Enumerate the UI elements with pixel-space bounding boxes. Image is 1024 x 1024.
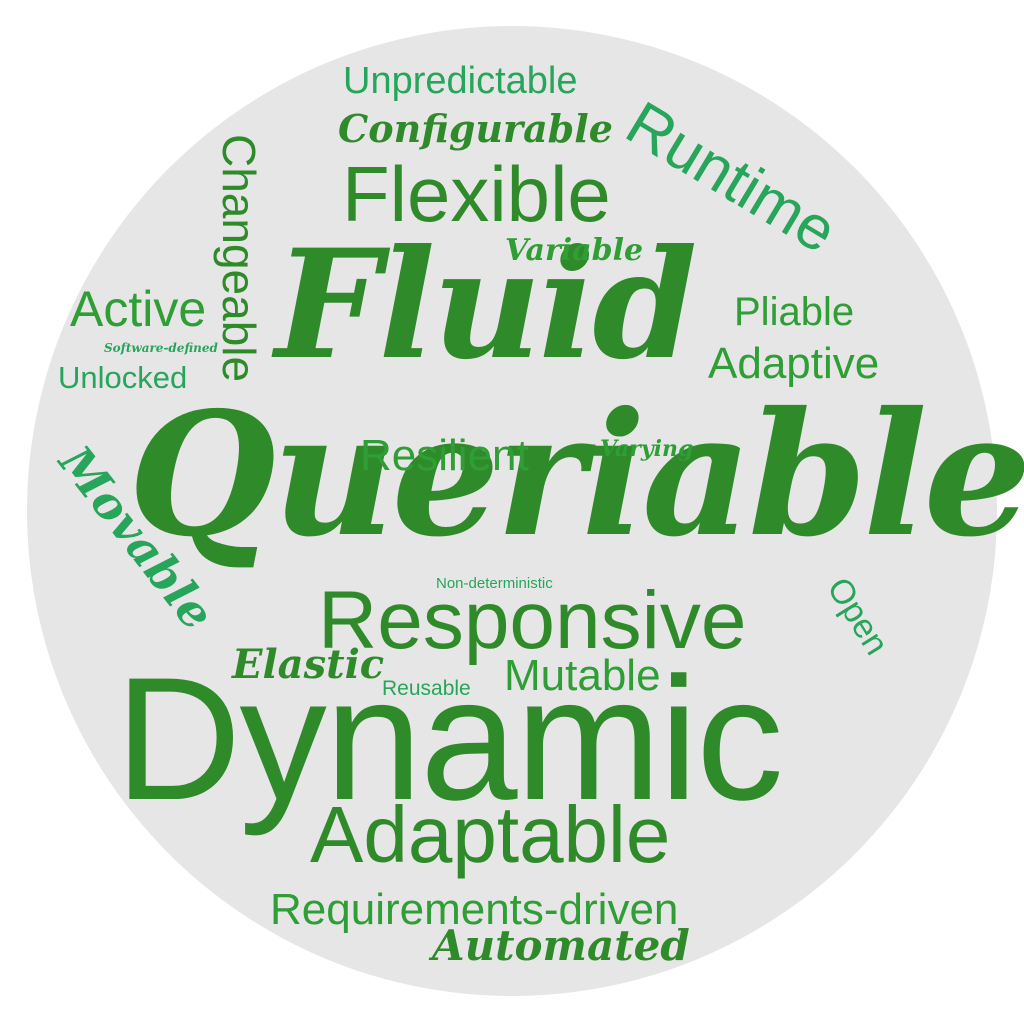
word-pliable: Pliable — [734, 290, 855, 334]
word-flexible: Flexible — [342, 150, 611, 238]
word-resilient: Resilient — [360, 431, 529, 480]
word-non-deterministic: Non-deterministic — [436, 575, 553, 592]
word-unlocked: Unlocked — [58, 360, 188, 395]
word-responsive: Responsive — [318, 575, 747, 666]
word-automated: Automated — [432, 921, 690, 970]
word-varying: Varying — [600, 436, 694, 462]
word-variable: Variable — [505, 233, 644, 268]
word-requirements-driven: Requirements-driven — [270, 885, 679, 934]
cloud-circle-background — [27, 26, 997, 996]
word-reusable: Reusable — [382, 677, 471, 700]
word-queriable: Queriable — [128, 375, 1024, 575]
word-adaptable: Adaptable — [310, 790, 671, 879]
word-unpredictable: Unpredictable — [343, 60, 578, 102]
word-mutable: Mutable — [504, 651, 661, 700]
word-fluid: Fluid — [275, 217, 697, 393]
word-configurable: Configurable — [338, 106, 613, 151]
word-adaptive: Adaptive — [708, 339, 880, 388]
word-software-defined: Software-defined — [104, 341, 218, 355]
word-dynamic: Dynamic — [115, 642, 784, 837]
word-active: Active — [70, 281, 207, 337]
word-elastic: Elastic — [232, 641, 385, 688]
word-changeable: Changeable — [213, 134, 265, 383]
